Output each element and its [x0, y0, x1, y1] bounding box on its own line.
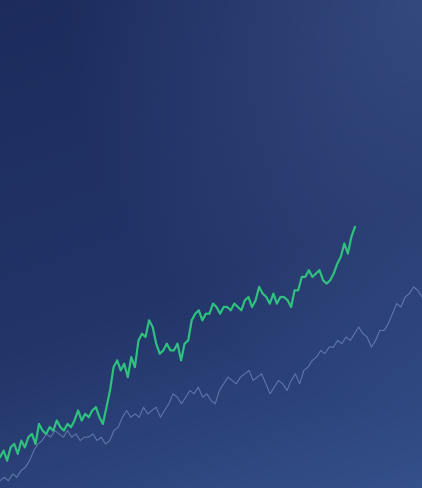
series-line-secondary — [0, 286, 422, 482]
series-line-primary — [0, 225, 357, 462]
